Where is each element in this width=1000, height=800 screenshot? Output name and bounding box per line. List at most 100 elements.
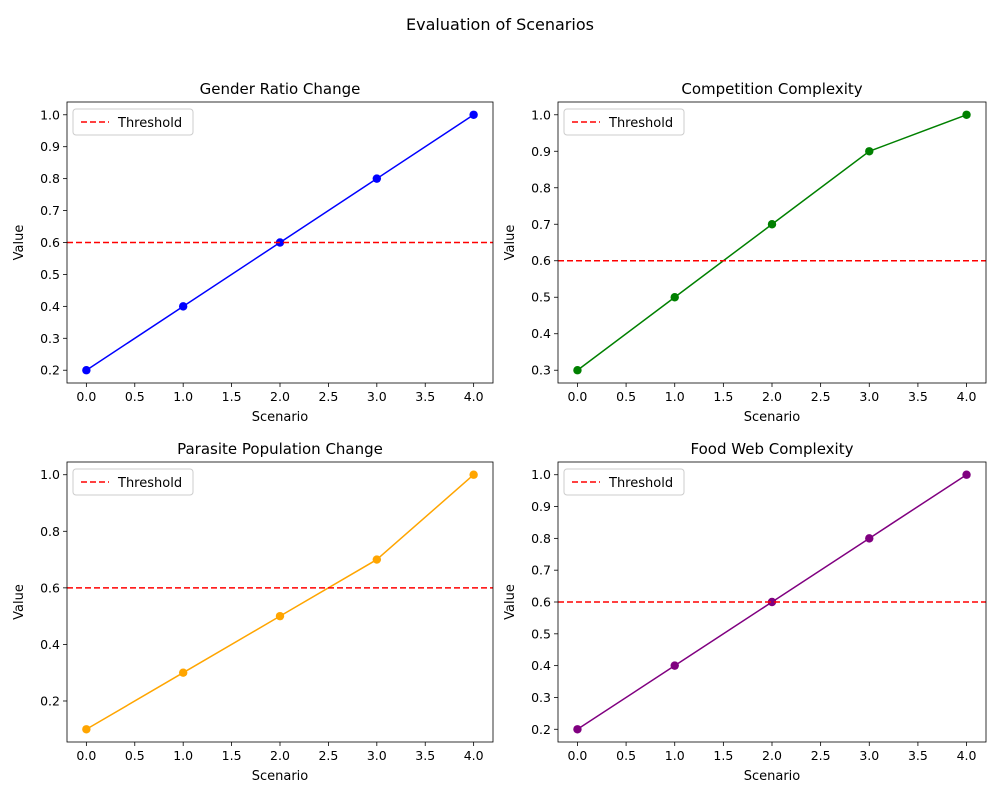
chart-food-web-legend-label: Threshold [608, 476, 673, 491]
chart-parasite-ytick-label: 0.2 [40, 693, 60, 708]
chart-gender-ratio-title: Gender Ratio Change [200, 80, 361, 98]
chart-competition-xtick-label: 1.0 [665, 389, 685, 404]
chart-competition-xtick-label: 0.0 [568, 389, 588, 404]
chart-food-web-xtick-label: 2.5 [811, 748, 831, 763]
chart-competition-xtick-label: 2.0 [762, 389, 782, 404]
chart-parasite-xtick-label: 4.0 [464, 748, 484, 763]
chart-parasite-legend-box [72, 468, 194, 496]
chart-parasite-series-line [85, 474, 475, 730]
chart-competition: Competition Complexity 0.0 0.5 1.0 1.5 2.0 2.5… [503, 80, 987, 425]
chart-competition-title: Competition Complexity [681, 80, 862, 98]
chart-food-web-ytick-label: 0.8 [531, 531, 551, 546]
chart-gender-ratio-xtick-label: 1.0 [173, 389, 193, 404]
chart-gender-ratio-xtick-label: 2.0 [270, 389, 290, 404]
chart-competition-xtick-label: 4.0 [957, 389, 977, 404]
chart-competition-data-point [670, 293, 679, 302]
chart-parasite-legend-label: Threshold [117, 476, 182, 491]
chart-food-web-xtick-label: 0.0 [568, 748, 588, 763]
chart-gender-ratio-xtick-label: 0.0 [76, 389, 96, 404]
chart-competition-data-point [962, 110, 971, 119]
chart-gender-ratio: Gender Ratio Change 0.0 0.5 1.0 1.5 2.0 2.5 3.0… [12, 80, 494, 425]
chart-food-web-legend-box [563, 468, 685, 496]
chart-parasite-data-point [178, 668, 188, 677]
chart-food-web-data-point [767, 597, 777, 607]
chart-parasite-xtick-label: 3.0 [367, 748, 387, 763]
chart-competition-xtick-label: 2.5 [811, 389, 831, 404]
chart-parasite-title: Parasite Population Change [177, 440, 383, 458]
chart-competition-ytick-label: 0.6 [531, 253, 551, 268]
chart-competition-ytick-label: 0.3 [531, 363, 551, 378]
chart-gender-ratio-ytick-label: 0.3 [40, 331, 60, 346]
chart-competition-ytick-label: 0.5 [531, 290, 551, 305]
chart-competition-legend-box [563, 108, 685, 136]
chart-gender-ratio-xtick-label: 4.0 [464, 389, 484, 404]
chart-competition-ytick-label: 1.0 [531, 107, 551, 122]
chart-parasite-xtick-label: 0.0 [76, 748, 96, 763]
chart-parasite-data-point [372, 555, 382, 564]
chart-competition-xtick-label: 3.0 [859, 389, 879, 404]
chart-gender-ratio-xtick-label: 1.5 [222, 389, 242, 404]
chart-food-web-frame [557, 461, 987, 743]
chart-parasite-legend: Threshold [72, 468, 194, 496]
chart-competition-xtick-label: 3.5 [908, 389, 928, 404]
chart-parasite-xtick-label: 1.5 [222, 748, 242, 763]
chart-gender-ratio-legend: Threshold [72, 108, 194, 136]
chart-food-web-xtick-label: 1.0 [665, 748, 685, 763]
chart-food-web-xtick-label: 0.5 [616, 748, 636, 763]
chart-parasite-ytick-label: 0.4 [40, 637, 60, 652]
chart-competition-ytick-label: 0.8 [531, 180, 551, 195]
chart-food-web-legend: Threshold [563, 468, 685, 496]
chart-food-web-ytick-label: 0.7 [531, 563, 551, 578]
chart-competition-legend-label: Threshold [608, 116, 673, 131]
chart-competition-xtick-label: 1.5 [713, 389, 733, 404]
chart-parasite-xlabel: Scenario [252, 769, 309, 784]
chart-food-web-title: Food Web Complexity [691, 440, 854, 458]
chart-gender-ratio-xtick-label: 0.5 [125, 389, 145, 404]
chart-competition-data-point [865, 147, 874, 156]
chart-competition-data-point [573, 366, 582, 375]
chart-gender-ratio-legend-label: Threshold [117, 116, 182, 131]
chart-food-web-ytick-label: 0.4 [531, 658, 551, 673]
chart-competition-legend: Threshold [563, 108, 685, 136]
chart-gender-ratio-xlabel: Scenario [252, 410, 309, 425]
chart-parasite-xtick-label: 1.0 [173, 748, 193, 763]
chart-competition-xtick-label: 0.5 [616, 389, 636, 404]
chart-parasite-xtick-label: 3.5 [415, 748, 435, 763]
chart-gender-ratio-data-point [372, 174, 382, 183]
chart-gender-ratio-data-point [178, 302, 188, 311]
chart-food-web-xtick-label: 4.0 [957, 748, 977, 763]
chart-parasite-xtick-label: 0.5 [125, 748, 145, 763]
chart-gender-ratio-data-point [82, 366, 91, 375]
chart-food-web-xtick-label: 1.5 [713, 748, 733, 763]
chart-competition-ylabel: Value [503, 225, 518, 261]
chart-competition-ytick-label: 0.9 [531, 144, 551, 159]
chart-gender-ratio-ytick-label: 0.9 [40, 139, 60, 154]
chart-gender-ratio-ytick-label: 0.2 [40, 363, 60, 378]
chart-food-web-data-point [670, 661, 679, 670]
chart-parasite: Parasite Population Change 0.0 0.5 1.0 1.5 2.… [12, 440, 494, 784]
chart-food-web-xtick-label: 2.0 [762, 748, 782, 763]
chart-parasite-frame [66, 461, 494, 743]
figure-title: Evaluation of Scenarios [406, 15, 594, 34]
chart-gender-ratio-ytick-label: 0.4 [40, 299, 60, 314]
chart-parasite-xtick-label: 2.0 [270, 748, 290, 763]
chart-competition-ytick-label: 0.7 [531, 217, 551, 232]
chart-gender-ratio-ytick-label: 0.5 [40, 267, 60, 282]
chart-gender-ratio-ytick-label: 0.8 [40, 171, 60, 186]
chart-competition-xlabel: Scenario [744, 410, 801, 425]
chart-gender-ratio-legend-box [72, 108, 194, 136]
chart-parasite-data-point [469, 470, 478, 479]
chart-parasite-ytick-label: 0.6 [40, 580, 60, 595]
chart-food-web-ytick-label: 1.0 [531, 467, 551, 482]
chart-competition-frame [557, 101, 987, 384]
chart-gender-ratio-frame [66, 101, 494, 384]
chart-food-web-xtick-label: 3.5 [908, 748, 928, 763]
chart-food-web-ytick-label: 0.3 [531, 690, 551, 705]
chart-food-web: Food Web Complexity 0.0 0.5 1.0 1.5 2.0 2.5 3.0… [503, 440, 987, 784]
chart-parasite-ylabel: Value [12, 584, 27, 620]
chart-parasite-xtick-label: 2.5 [318, 748, 338, 763]
chart-gender-ratio-xtick-label: 2.5 [318, 389, 338, 404]
chart-competition-series-line [576, 114, 967, 371]
chart-gender-ratio-xtick-label: 3.5 [415, 389, 435, 404]
